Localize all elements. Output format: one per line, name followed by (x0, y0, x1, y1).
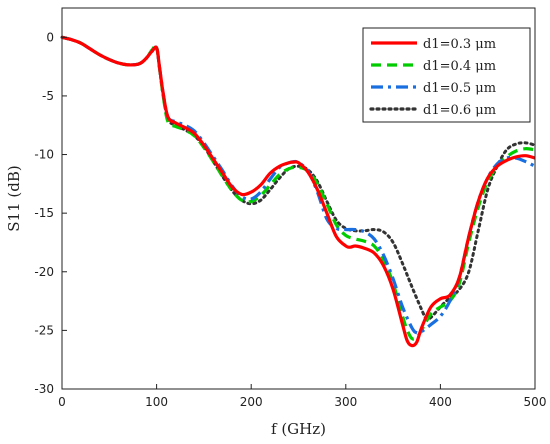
x-tick-label: 500 (524, 395, 547, 409)
y-tick-label: -5 (42, 89, 54, 103)
x-axis-label: f (GHz) (271, 420, 326, 438)
x-tick-label: 300 (334, 395, 357, 409)
y-tick-label: -25 (34, 323, 54, 337)
y-tick-label: 0 (46, 30, 54, 44)
tick-layer: 0 100 200 300 400 500 0 -5 -10 -15 -20 -25 -30 (34, 30, 546, 409)
y-tick-label: -15 (34, 206, 54, 220)
legend-box (362, 27, 531, 123)
series-line-4 (60, 35, 537, 321)
y-axis-label: S11 (dB) (5, 165, 23, 231)
y-tick-label: -30 (34, 382, 54, 396)
legend-label-2: d1=0.4 μm (423, 59, 496, 74)
series-layer (60, 35, 537, 348)
series-line-1 (61, 35, 536, 348)
plot-frame (61, 7, 536, 390)
x-tick-label: 100 (145, 395, 168, 409)
x-tick-label: 400 (429, 395, 452, 409)
x-tick-label: 200 (240, 395, 263, 409)
legend-label-1: d1=0.3 μm (423, 37, 496, 52)
x-tick-label: 0 (58, 395, 66, 409)
legend-label-4: d1=0.6 μm (423, 103, 496, 118)
y-tick-label: -10 (34, 148, 54, 162)
legend: d1=0.3 μm d1=0.4 μm d1=0.5 μm d1=0.6 μm (362, 27, 531, 123)
legend-label-3: d1=0.5 μm (423, 81, 496, 96)
y-tick-label: -20 (34, 265, 54, 279)
